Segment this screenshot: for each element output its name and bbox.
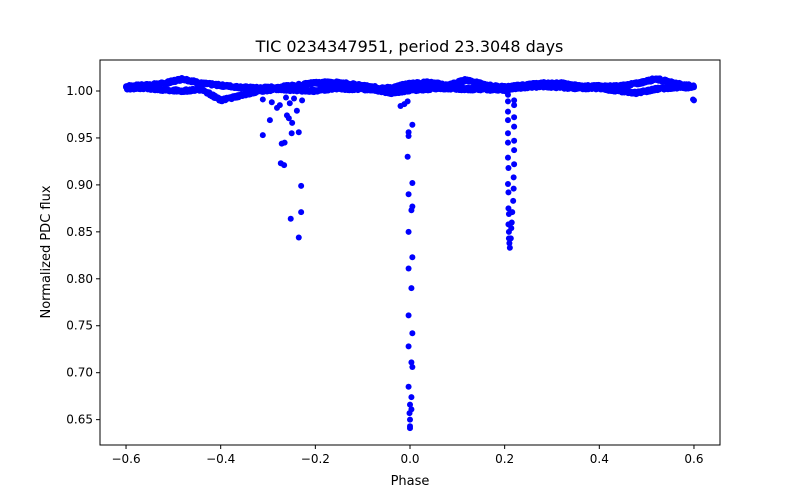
x-tick-label: −0.2 (301, 452, 330, 466)
data-point (266, 117, 273, 124)
data-point (281, 162, 288, 169)
data-point (511, 97, 518, 104)
data-point (405, 383, 412, 390)
data-point (506, 244, 513, 251)
data-point (510, 197, 517, 204)
x-tick-label: 0.0 (400, 452, 419, 466)
data-point (405, 343, 412, 350)
data-point (283, 112, 290, 119)
data-point (511, 114, 518, 121)
data-point (507, 235, 514, 242)
y-tick-label: 1.00 (66, 84, 93, 98)
x-tick-label: −0.6 (111, 452, 140, 466)
data-point (405, 191, 412, 198)
data-point (504, 130, 511, 137)
data-point (220, 97, 227, 104)
data-point (268, 99, 275, 106)
data-point (295, 129, 302, 136)
data-point (405, 133, 412, 140)
data-point (405, 265, 412, 272)
data-point (287, 215, 294, 222)
data-point (504, 180, 511, 187)
data-point (508, 225, 515, 232)
data-point (511, 137, 518, 144)
y-axis-label: Normalized PDC flux (39, 185, 54, 318)
data-point (505, 164, 512, 171)
data-point (504, 154, 511, 161)
data-point (508, 219, 515, 226)
data-point (286, 100, 293, 107)
data-point (405, 312, 412, 319)
data-point (408, 394, 415, 401)
data-point (511, 161, 518, 168)
data-point (259, 96, 266, 103)
data-point (504, 91, 511, 98)
data-point (259, 132, 266, 139)
data-point (504, 117, 511, 124)
data-point (409, 330, 416, 337)
chart-title: TIC 0234347951, period 23.3048 days (255, 37, 564, 56)
y-tick-label: 0.75 (66, 319, 93, 333)
data-point (298, 182, 305, 189)
data-point (408, 359, 415, 366)
x-axis-ticks: −0.6 −0.4 −0.2 0.0 0.2 0.4 0.6 (111, 445, 704, 466)
y-tick-label: 0.65 (66, 413, 93, 427)
data-point (511, 123, 518, 130)
baseline-point (690, 84, 697, 91)
data-point (289, 119, 296, 126)
data-point (404, 153, 411, 160)
data-point (510, 174, 517, 181)
data-point (295, 234, 302, 241)
data-point (293, 107, 300, 114)
data-point (407, 416, 413, 423)
y-tick-label: 0.95 (66, 131, 93, 145)
data-point (298, 209, 305, 216)
data-point (511, 102, 518, 109)
y-tick-label: 0.90 (66, 178, 93, 192)
x-tick-label: −0.4 (206, 452, 235, 466)
data-point (291, 95, 298, 102)
data-points (123, 75, 697, 432)
data-point (407, 401, 413, 408)
data-point (281, 139, 288, 146)
data-point (409, 180, 416, 187)
data-point (504, 139, 511, 146)
data-point (408, 285, 415, 292)
data-point (409, 121, 416, 128)
data-point (409, 254, 416, 261)
data-point (407, 425, 413, 432)
data-point (276, 102, 283, 109)
x-tick-label: 0.6 (684, 452, 703, 466)
data-point (405, 228, 412, 235)
data-point (505, 189, 512, 196)
data-point (511, 147, 518, 154)
x-tick-label: 0.4 (590, 452, 609, 466)
data-point (283, 94, 289, 101)
data-point (510, 185, 517, 192)
x-axis-label: Phase (391, 474, 430, 489)
data-point (504, 98, 511, 105)
data-point (406, 410, 413, 417)
data-point (404, 98, 411, 105)
data-point (408, 207, 415, 214)
x-tick-label: 0.2 (495, 452, 514, 466)
y-tick-label: 0.80 (66, 272, 93, 286)
data-point (505, 205, 512, 212)
data-point (224, 95, 231, 102)
data-point (409, 364, 416, 371)
data-point (299, 97, 306, 104)
data-point (690, 96, 697, 103)
data-point (288, 130, 295, 137)
data-point (504, 108, 511, 115)
data-point (506, 240, 513, 247)
y-axis-ticks: 0.65 0.70 0.75 0.80 0.85 0.90 0.95 1.00 (66, 84, 100, 427)
data-point (509, 209, 516, 216)
y-tick-label: 0.70 (66, 366, 93, 380)
y-tick-label: 0.85 (66, 225, 93, 239)
